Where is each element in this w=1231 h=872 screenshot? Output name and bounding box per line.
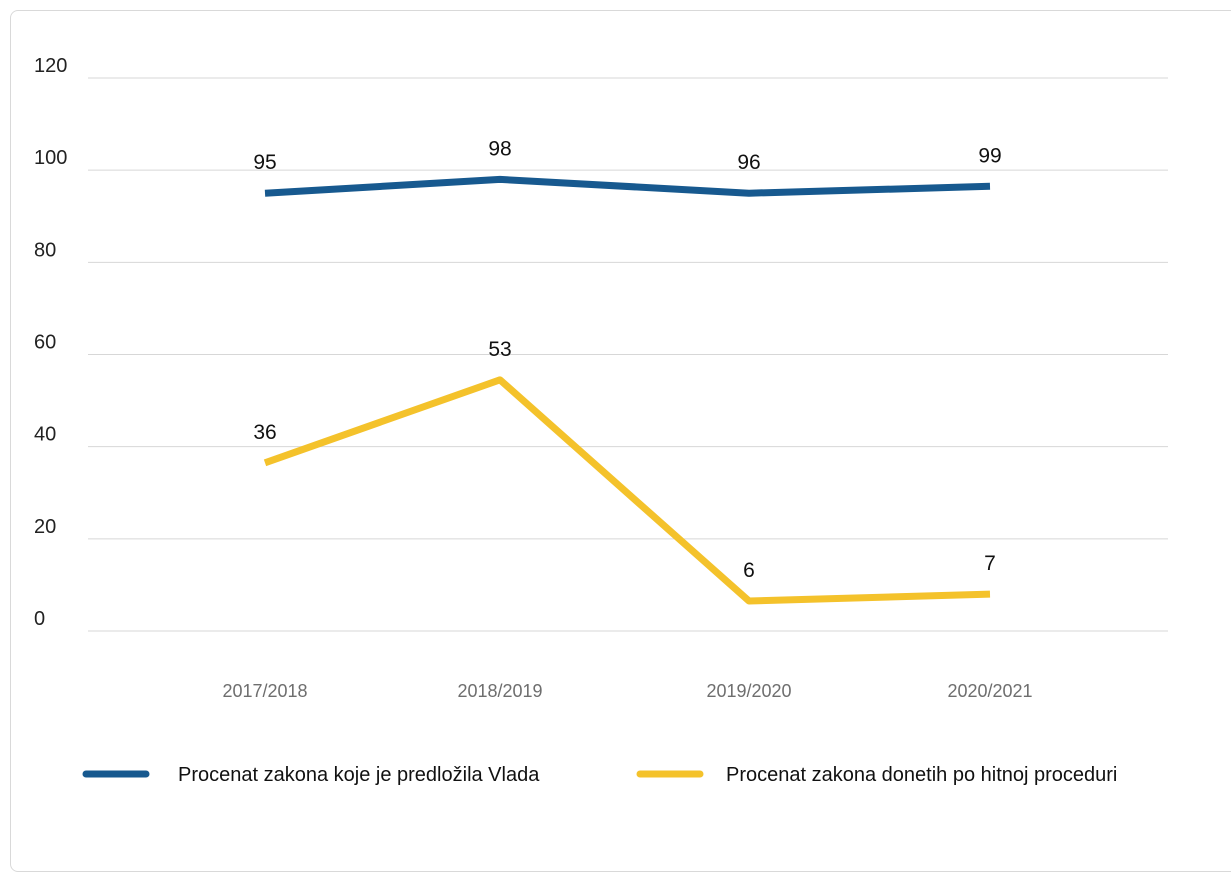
data-label: 96 xyxy=(737,151,760,174)
data-label: 98 xyxy=(488,137,511,160)
line-chart: 0 20 40 60 80 100 120 2017/2018 2018/2019 2019/2… xyxy=(0,0,1231,845)
legend: Procenat zakona koje je predložila Vlada… xyxy=(86,764,1117,786)
x-tick-label: 2019/2020 xyxy=(706,681,791,701)
data-label: 7 xyxy=(984,552,996,575)
series-line xyxy=(265,179,990,193)
data-label: 6 xyxy=(743,559,755,582)
y-tick-label: 60 xyxy=(34,332,56,354)
x-axis-ticks: 2017/2018 2018/2019 2019/2020 2020/2021 xyxy=(222,681,1032,701)
series-line xyxy=(265,380,990,601)
data-label: 95 xyxy=(253,151,276,174)
gridlines xyxy=(88,78,1168,631)
y-axis-ticks: 0 20 40 60 80 100 120 xyxy=(34,55,67,630)
legend-label: Procenat zakona koje je predložila Vlada xyxy=(178,764,540,786)
data-label: 36 xyxy=(253,421,276,444)
x-tick-label: 2020/2021 xyxy=(947,681,1032,701)
data-label: 53 xyxy=(488,338,511,361)
y-tick-label: 80 xyxy=(34,239,56,261)
y-tick-label: 40 xyxy=(34,424,56,446)
data-label: 99 xyxy=(978,144,1001,167)
y-tick-label: 20 xyxy=(34,516,56,538)
y-tick-label: 120 xyxy=(34,55,67,77)
legend-label: Procenat zakona donetih po hitnoj proced… xyxy=(726,764,1117,786)
y-tick-label: 100 xyxy=(34,147,67,169)
x-tick-label: 2018/2019 xyxy=(457,681,542,701)
series-lines xyxy=(265,179,990,601)
x-tick-label: 2017/2018 xyxy=(222,681,307,701)
data-labels: 95 98 96 99 36 53 6 7 xyxy=(253,137,1001,582)
y-tick-label: 0 xyxy=(34,608,45,630)
